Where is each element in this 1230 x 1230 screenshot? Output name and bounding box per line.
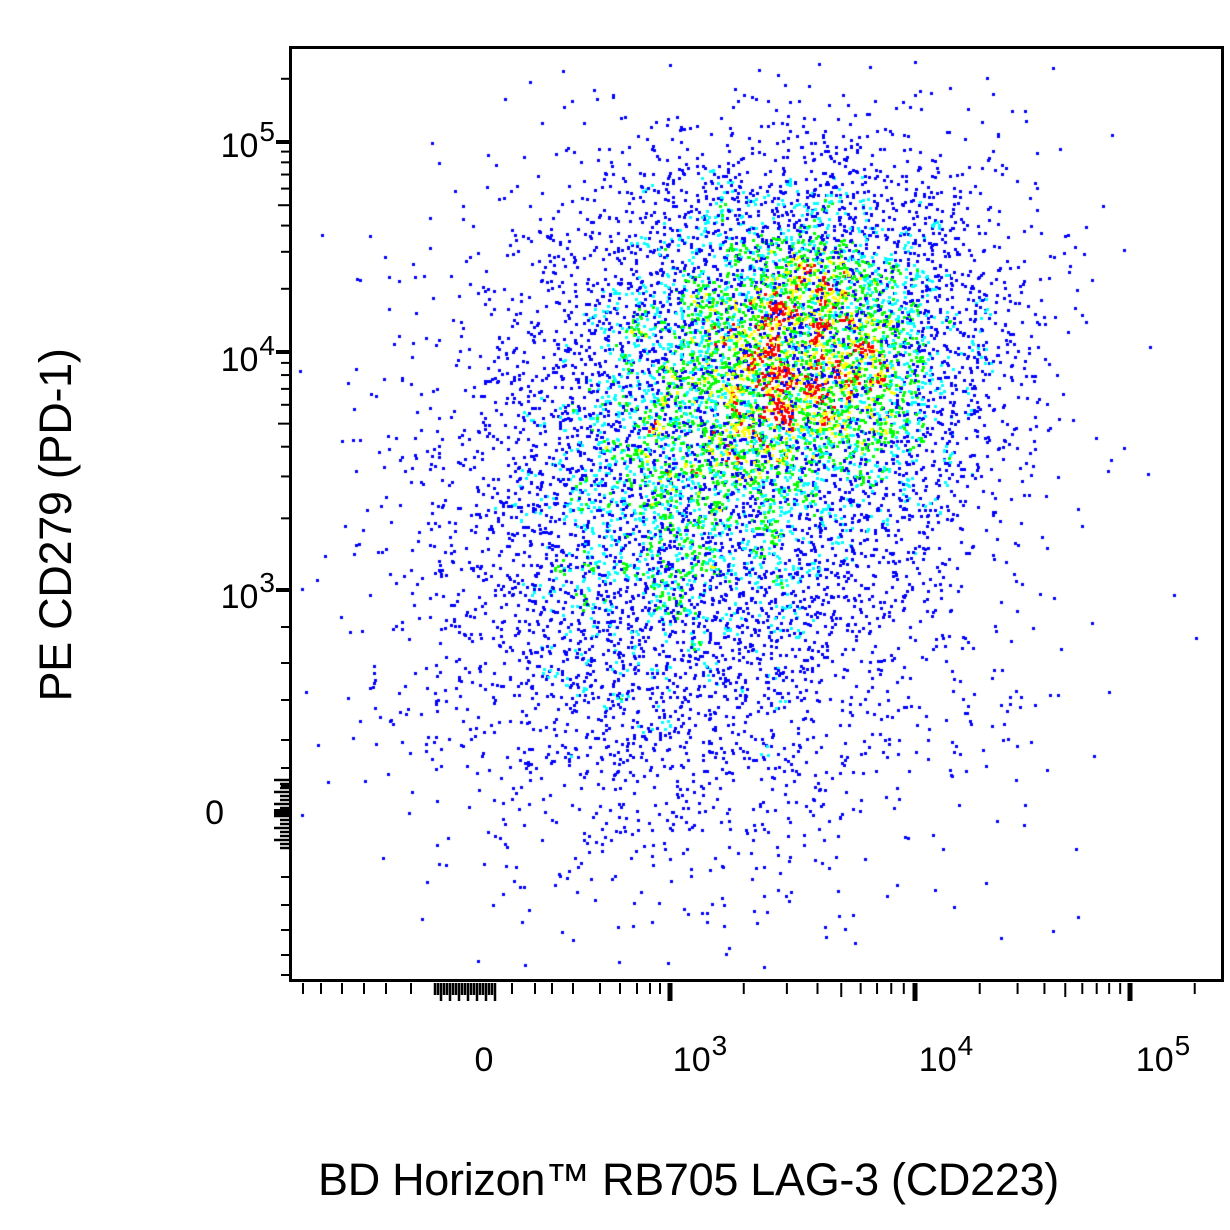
y-tick-label-1e5: 105: [220, 116, 275, 165]
x-tick-label-1e3: 103: [672, 1030, 728, 1079]
x-axis-title: BD Horizon™ RB705 LAG-3 (CD223): [318, 1154, 1059, 1205]
scatter-dots: [292, 49, 1221, 979]
y-axis-title: PE CD279 (PD-1): [30, 348, 81, 702]
x-tick-label-1e5: 105: [1135, 1030, 1191, 1079]
y-tick-label-1e3: 103: [220, 567, 275, 616]
y-tick-label-0: 0: [205, 794, 224, 832]
plot-area: [289, 46, 1224, 982]
x-tick-label-1e4: 104: [918, 1030, 974, 1079]
x-tick-label-0: 0: [474, 1041, 494, 1079]
y-tick-label-1e4: 104: [220, 330, 275, 379]
